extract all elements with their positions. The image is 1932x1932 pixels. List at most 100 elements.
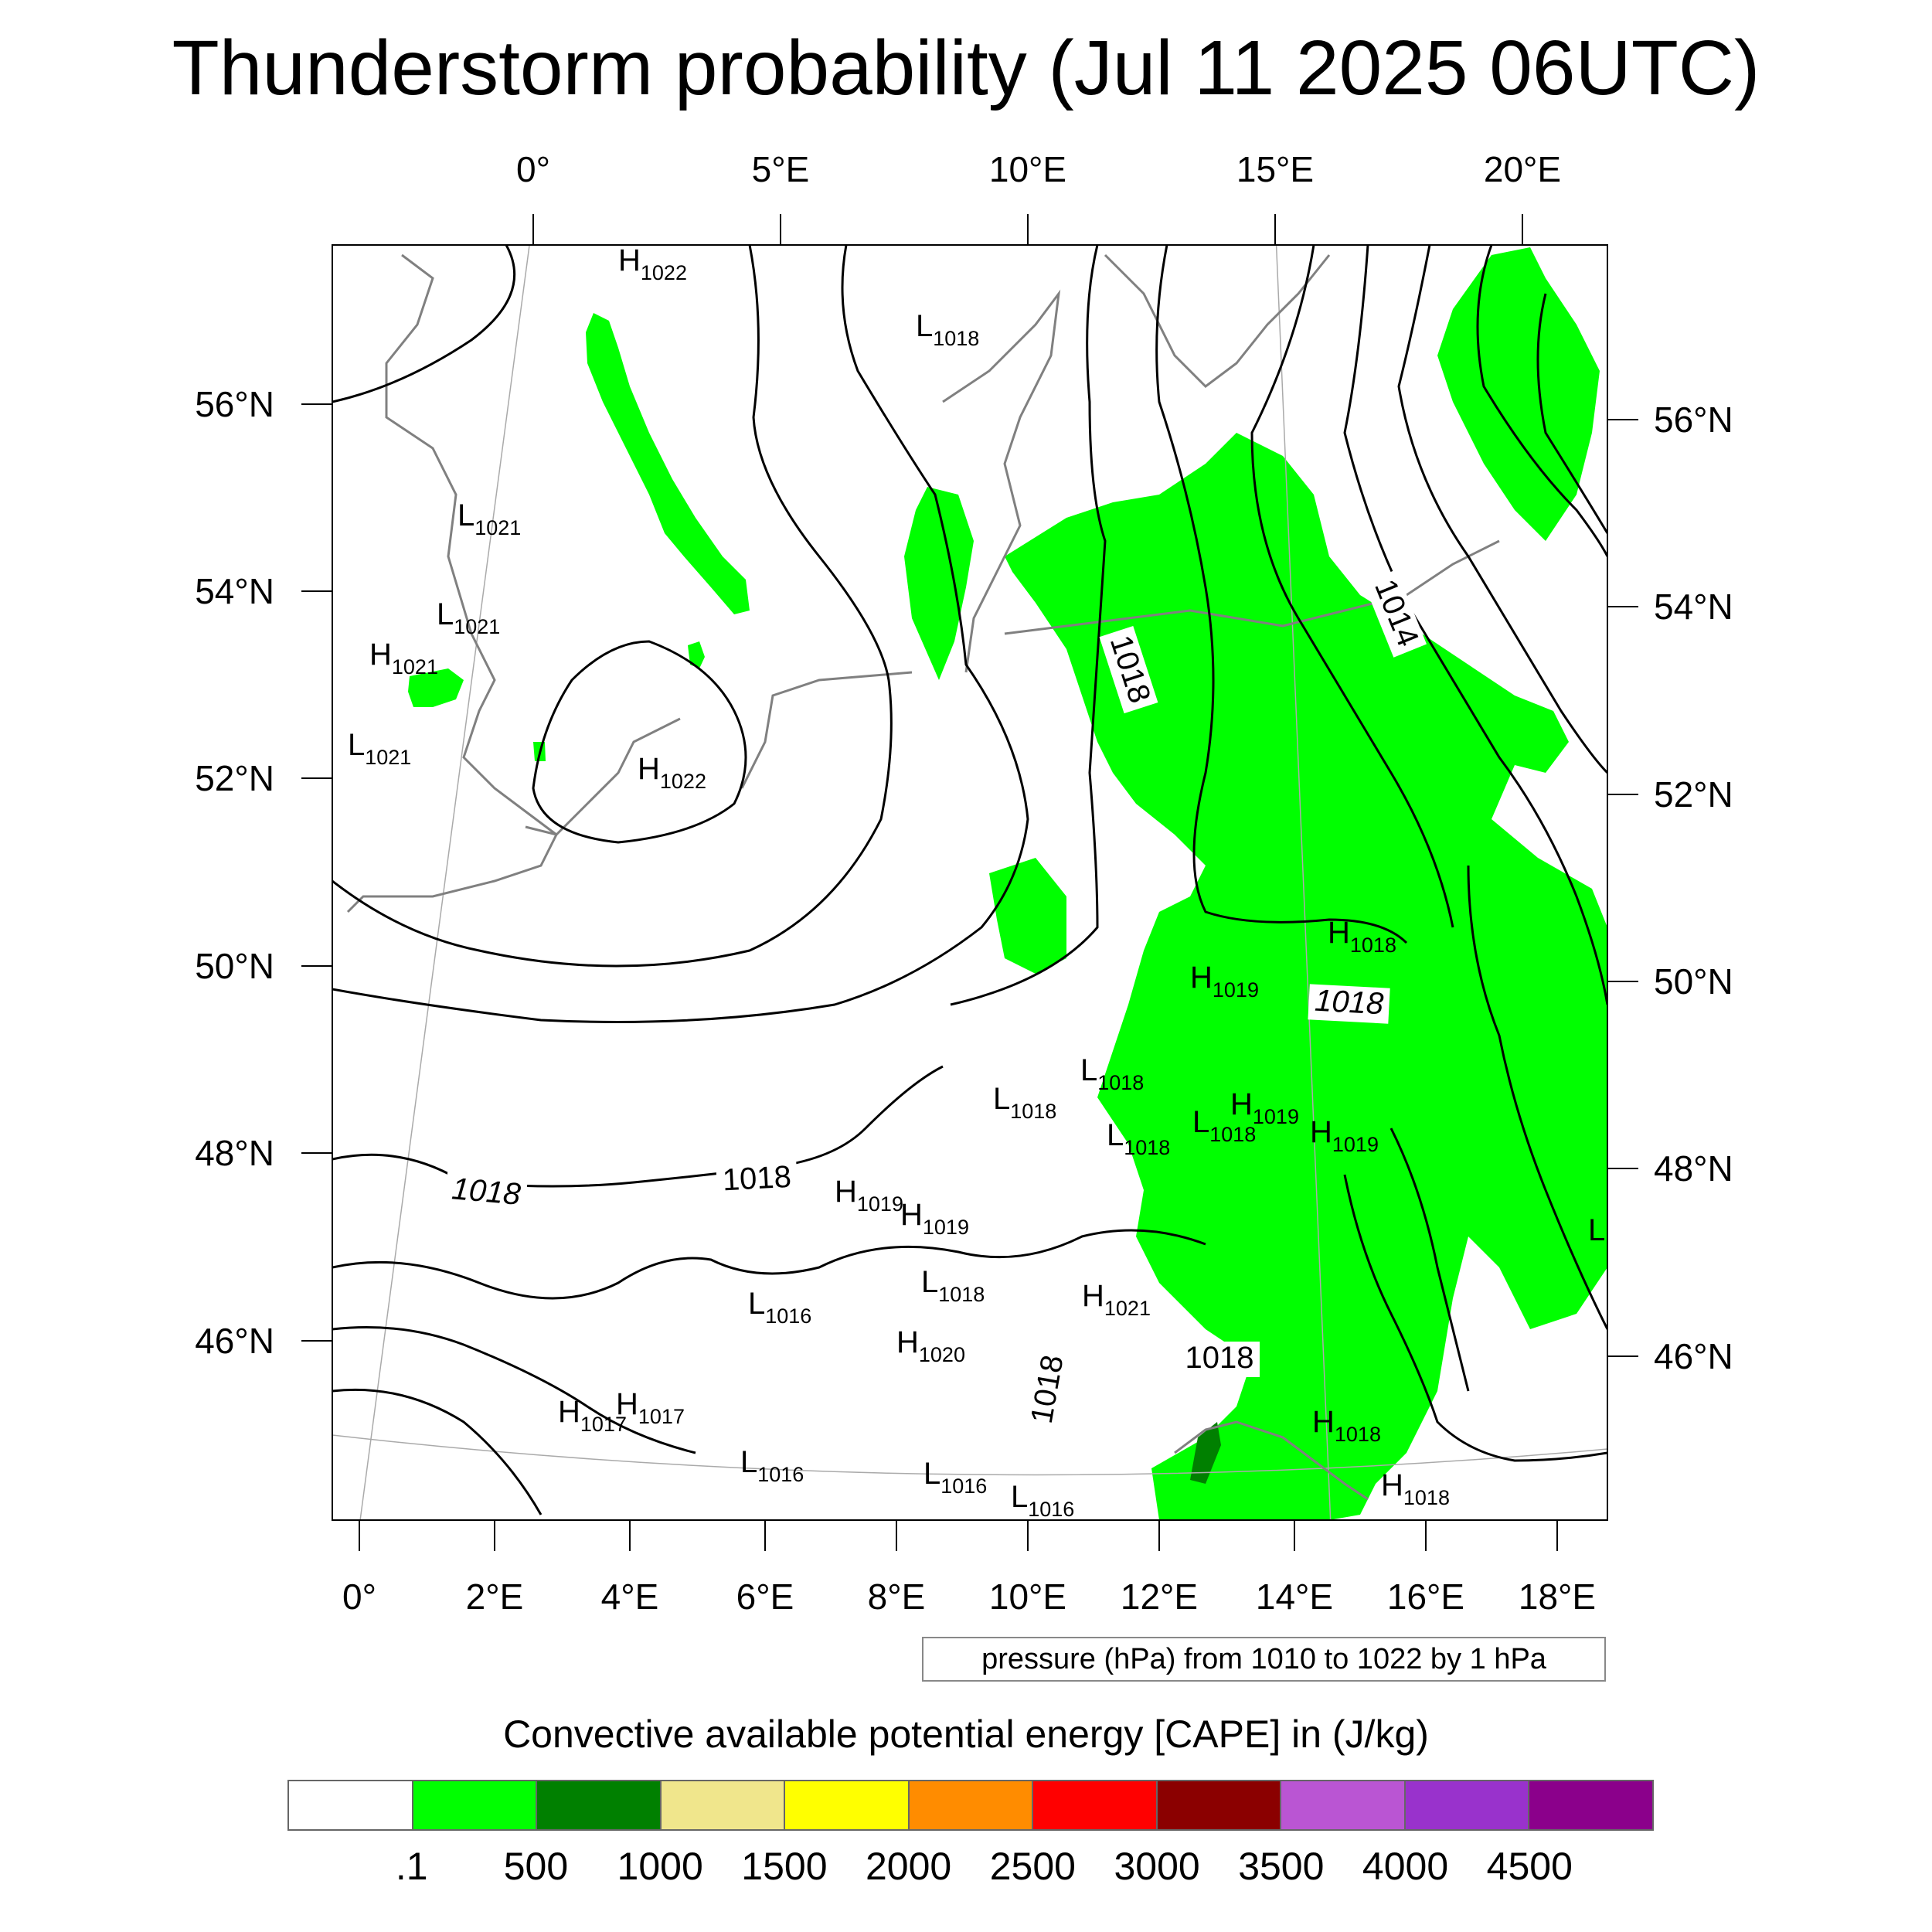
isobar-17 (1467, 865, 1607, 1330)
pressure-center-label: L1021 (437, 597, 500, 638)
isobar-13 (332, 1326, 696, 1454)
top-lon-label: 20°E (1484, 149, 1561, 189)
right-lat-label: 54°N (1654, 587, 1733, 627)
plot-frame (332, 244, 1608, 1521)
pressure-center-label: L1016 (1011, 1480, 1074, 1521)
pressure-center-label: H1018 (1328, 916, 1396, 957)
isobar-4 (950, 245, 1107, 1006)
contour-label: 1018 (444, 1172, 528, 1215)
pressure-center-label: H1021 (1082, 1279, 1151, 1320)
isobar-6 (1250, 245, 1454, 928)
coastlines (346, 253, 1500, 1501)
colorbar-swatch (1033, 1781, 1158, 1829)
graticule (332, 245, 1607, 1520)
bottom-lon-label: 10°E (989, 1577, 1066, 1617)
bottom-lon-label: 16°E (1387, 1577, 1464, 1617)
isobar-3 (332, 245, 1029, 1023)
isobar-16 (1389, 1128, 1470, 1392)
isobar-9 (1476, 245, 1607, 557)
cape-area-england (408, 668, 464, 707)
pressure-center-label: H1019 (1310, 1115, 1379, 1156)
cape-shading (408, 247, 1607, 1520)
isobar-15 (1343, 1174, 1607, 1462)
contour-label: 1018 (1024, 1346, 1073, 1433)
high-pressure-center: H1018 (1312, 1405, 1381, 1446)
colorbar-swatch (1405, 1781, 1530, 1829)
colorbar-tick-label: 1000 (617, 1845, 703, 1888)
colorbar-tick-label: 4500 (1486, 1845, 1573, 1888)
colorbar-tick-label: .1 (395, 1845, 428, 1888)
high-pressure-center: H1019 (1310, 1115, 1379, 1156)
high-pressure-center: H1019 (835, 1175, 903, 1216)
pressure-center-label: H1019 (900, 1198, 969, 1239)
colorbar-tick-label: 3000 (1114, 1845, 1200, 1888)
pressure-center-label: L1016 (923, 1457, 987, 1498)
pressure-center-label: H1022 (638, 752, 706, 793)
meridian-15e (1275, 245, 1332, 1520)
parallel-45n (332, 1434, 1607, 1476)
pressure-center-label: H1017 (616, 1387, 685, 1428)
colorbar-swatch (537, 1781, 662, 1829)
low-pressure-center: L1018 (1107, 1118, 1170, 1159)
pressure-center-label: H1018 (1381, 1468, 1450, 1509)
right-lat-label: 52°N (1654, 774, 1733, 815)
cape-area-dark (1190, 1422, 1221, 1484)
chart-title: Thunderstorm probability (Jul 11 2025 06… (172, 25, 1760, 111)
svg-text:1018: 1018 (1314, 984, 1385, 1022)
high-pressure-center: H1017 (616, 1387, 685, 1428)
coast-baltic-south (1004, 539, 1500, 635)
colorbar-tick-label: 1500 (741, 1845, 828, 1888)
low-pressure-center: L1016 (748, 1287, 811, 1328)
pressure-center-label: H1018 (1312, 1405, 1381, 1446)
right-lat-label: 48°N (1654, 1148, 1733, 1189)
low-pressure-center: L1016 (923, 1457, 987, 1498)
top-ticks (532, 214, 1523, 245)
colorbar-tick-label: 2500 (989, 1845, 1076, 1888)
high-pressure-center: H1018 (1328, 916, 1396, 957)
colorbar-swatch (1529, 1781, 1653, 1829)
right-lat-label: 46°N (1654, 1336, 1733, 1376)
low-pressure-center: L1016 (1011, 1480, 1074, 1521)
cape-area-east (1437, 247, 1600, 541)
left-lat-label: 50°N (195, 946, 274, 986)
pressure-center-label: L (1588, 1213, 1605, 1247)
pressure-center-label: H1019 (835, 1175, 903, 1216)
isobar-8 (1397, 245, 1607, 774)
contour-interval-note: pressure (hPa) from 1010 to 1022 by 1 hP… (922, 1637, 1606, 1682)
colorbar-swatch (1157, 1781, 1282, 1829)
colorbar-tick-label: 2000 (866, 1845, 952, 1888)
isobar-1 (332, 245, 516, 403)
bottom-ticks (359, 1520, 1558, 1551)
coast-uk (346, 253, 558, 913)
svg-text:1018: 1018 (722, 1160, 792, 1198)
colorbar-swatch (1281, 1781, 1406, 1829)
contour-label: 1018 (1179, 1341, 1260, 1377)
right-lat-label: 50°N (1654, 961, 1733, 1002)
right-lat-label: 56°N (1654, 400, 1733, 440)
high-pressure-center: H1022 (618, 245, 687, 284)
top-lon-label: 0° (516, 149, 550, 189)
high-pressure-center: H1021 (1082, 1279, 1151, 1320)
low-pressure-center: L1021 (348, 728, 411, 769)
low-pressure-center: L1018 (921, 1265, 985, 1306)
meridian-0 (359, 245, 530, 1520)
bottom-lon-label: 2°E (466, 1577, 524, 1617)
pressure-center-label: H1017 (558, 1395, 627, 1436)
high-pressure-center: H1019 (1230, 1087, 1299, 1128)
low-pressure-center: L1021 (437, 597, 500, 638)
pressure-center-label: L1018 (1192, 1105, 1256, 1146)
high-pressure-center: H1019 (900, 1198, 969, 1239)
coast-denmark (942, 289, 1061, 673)
coast-adriatic (1174, 1420, 1369, 1501)
coast-sweden (1104, 253, 1331, 388)
left-ticks (301, 403, 332, 1342)
right-ticks (1607, 419, 1638, 1357)
colorbar-title: Convective available potential energy [C… (503, 1713, 1429, 1756)
pressure-center-label: L1018 (1080, 1053, 1144, 1094)
left-axis-labels: 56°N 54°N 52°N 50°N 48°N 46°N (195, 384, 274, 1361)
svg-text:1018: 1018 (1185, 1341, 1254, 1375)
pressure-center-label: H1021 (369, 638, 438, 679)
colorbar-swatch (289, 1781, 413, 1829)
